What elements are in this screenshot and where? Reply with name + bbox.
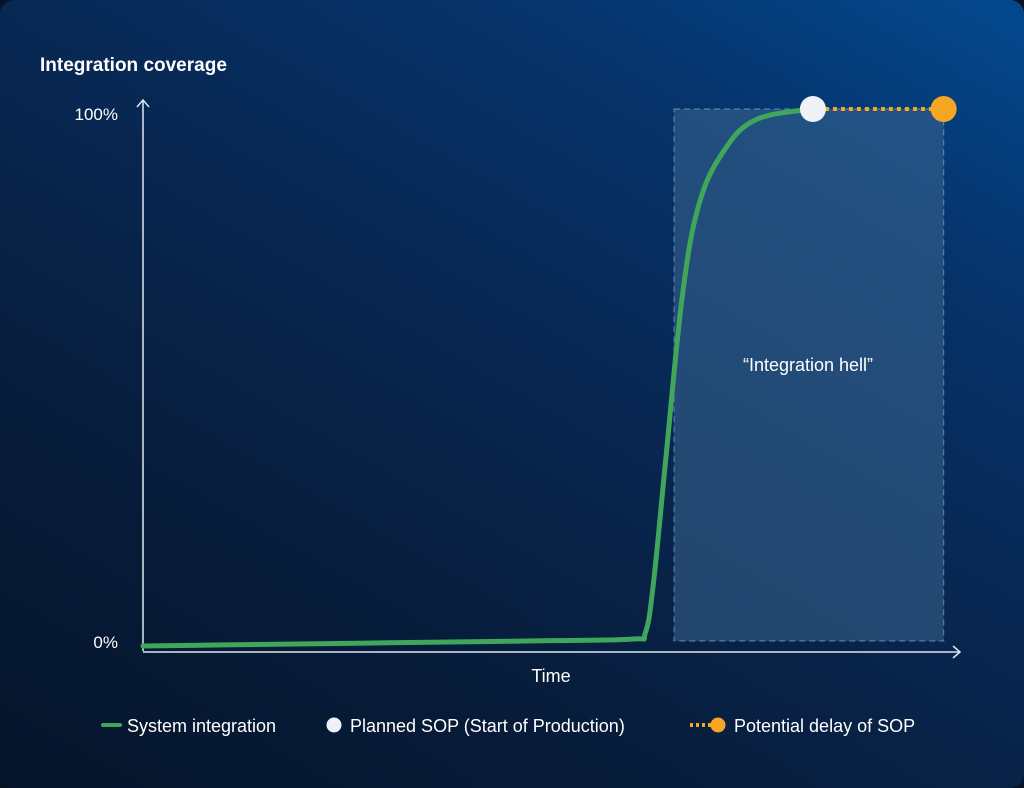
legend-swatch-delay-dot [710,717,726,733]
delay-endpoint-point [930,96,957,122]
legend-label-delay: Potential delay of SOP [734,716,915,736]
x-axis-arrow [952,645,962,659]
legend-label-system-integration: System integration [127,716,276,736]
integration-hell-annotation: “Integration hell” [743,355,873,375]
y-axis-arrow [136,98,150,108]
y-axis-label: Integration coverage [40,55,227,76]
x-axis-label: Time [531,666,570,686]
series-layer [140,96,957,649]
integration-hell-region [673,108,945,642]
planned-sop-point [799,96,826,122]
legend: System integration Planned SOP (Start of… [101,716,915,736]
series-line-system-integration [140,106,816,649]
legend-swatch-planned-sop [326,717,342,733]
legend-label-planned-sop: Planned SOP (Start of Production) [350,716,625,736]
y-tick-label-100: 100% [75,105,118,124]
y-tick-label-0: 0% [93,633,118,652]
